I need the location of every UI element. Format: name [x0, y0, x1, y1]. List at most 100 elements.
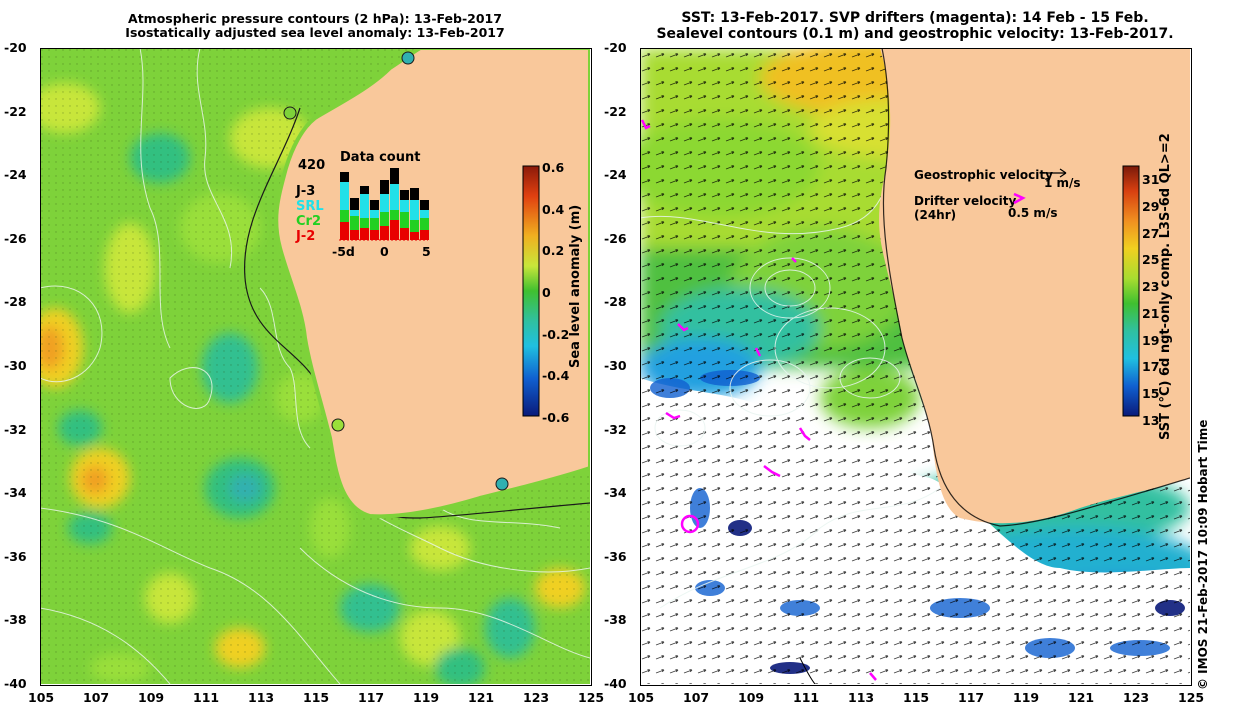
- left-lon-tick: 117: [358, 690, 385, 705]
- left-lat-tick: -28: [4, 294, 27, 310]
- geostrophic-velocity-scale: 1 m/s: [1044, 176, 1081, 190]
- sla-colorbar-tick: 0.2: [542, 243, 565, 259]
- data-count-bar-segment: [400, 212, 409, 228]
- left-lon-tick: 121: [468, 690, 495, 705]
- left-lat-tick: -40: [4, 676, 27, 691]
- left-lat-tick: -30: [4, 358, 27, 373]
- sla-map-graphic: [40, 48, 590, 684]
- right-lon-tick: 125: [1178, 690, 1205, 705]
- data-count-bar-segment: [360, 194, 369, 218]
- sea-level-anomaly-map: [40, 48, 590, 684]
- data-count-xtick: 5: [422, 244, 431, 259]
- data-count-bar-segment: [390, 210, 399, 220]
- data-count-bar-segment: [380, 226, 389, 240]
- right-lat-tick: -20: [604, 40, 627, 55]
- data-count-bar-segment: [420, 200, 429, 210]
- data-count-bar-segment: [370, 218, 379, 230]
- data-count-legend-item: Cr2: [296, 214, 321, 229]
- sla-colorbar-tick: 0.4: [542, 201, 565, 217]
- sst-colorbar-tick: 19: [1142, 332, 1160, 348]
- drifter-velocity-arrow-icon: [1013, 192, 1026, 205]
- data-count-bar-segment: [360, 186, 369, 194]
- right-lat-tick: -22: [604, 103, 627, 119]
- data-count-max: 420: [298, 158, 326, 173]
- right-lat-tick: -36: [604, 548, 627, 564]
- right-lon-tick: 123: [1123, 690, 1150, 705]
- data-count-xtick: -5d: [332, 244, 355, 259]
- data-count-legend-item: SRL: [296, 199, 324, 214]
- left-lat-tick: -32: [4, 421, 27, 437]
- right-lon-tick: 121: [1068, 690, 1095, 705]
- left-lon-tick: 123: [523, 690, 550, 705]
- left-lon-tick: 119: [413, 690, 440, 705]
- footer-credit: © IMOS 21-Feb-2017 10:09 Hobart Time: [1196, 419, 1210, 690]
- data-count-bar-segment: [420, 210, 429, 218]
- data-count-bar-segment: [370, 230, 379, 240]
- left-lat-tick: -38: [4, 612, 27, 628]
- right-map-title: SST: 13-Feb-2017. SVP drifters (magenta)…: [640, 10, 1190, 42]
- sst-colorbar-tick: 17: [1142, 359, 1160, 375]
- sst-colorbar-tick: 23: [1142, 279, 1160, 295]
- data-count-title: Data count: [340, 150, 421, 165]
- data-count-bar-segment: [390, 168, 399, 184]
- sst-colorbar: [1122, 165, 1140, 417]
- data-count-bar-segment: [340, 172, 349, 182]
- left-lat-tick: -22: [4, 103, 27, 119]
- left-lon-tick: 113: [248, 690, 275, 705]
- right-lat-tick: -32: [604, 421, 627, 437]
- data-count-bar-segment: [410, 200, 419, 220]
- sst-map: [640, 48, 1190, 684]
- left-title-line1: Atmospheric pressure contours (2 hPa): 1…: [128, 11, 502, 26]
- left-title-line2: Isostatically adjusted sea level anomaly…: [125, 25, 505, 41]
- data-count-bar-segment: [360, 218, 369, 228]
- sla-colorbar: [522, 165, 540, 417]
- sst-map-graphic: [640, 48, 1190, 684]
- data-count-bar-segment: [350, 230, 359, 240]
- sla-colorbar-tick: -0.6: [542, 410, 570, 425]
- data-count-bar-segment: [340, 182, 349, 210]
- data-count-bar-segment: [370, 200, 379, 210]
- geostrophic-velocity-label: Geostrophic velocity: [914, 168, 1053, 182]
- sst-colorbar-tick: 31: [1142, 172, 1160, 187]
- right-lat-tick: -40: [604, 676, 627, 691]
- sst-colorbar-tick: 15: [1142, 386, 1160, 402]
- sla-colorbar-tick: 0: [542, 285, 551, 300]
- data-count-bar-segment: [380, 180, 389, 194]
- sst-colorbar-tick: 13: [1142, 413, 1160, 428]
- left-map-title: Atmospheric pressure contours (2 hPa): 1…: [40, 11, 590, 41]
- sla-colorbar-label: Sea level anomaly (m): [568, 204, 583, 368]
- left-lon-tick: 105: [28, 690, 55, 705]
- data-count-bar-segment: [360, 228, 369, 240]
- data-count-bar-segment: [400, 228, 409, 240]
- drifter-velocity-scale: 0.5 m/s: [1008, 206, 1058, 220]
- sst-colorbar-tick: 27: [1142, 225, 1160, 241]
- data-count-bar-segment: [350, 210, 359, 216]
- right-lon-tick: 117: [958, 690, 985, 705]
- data-count-bar-segment: [380, 194, 389, 212]
- geostrophic-velocity-arrow-icon: [1042, 168, 1067, 178]
- left-lat-tick: -36: [4, 548, 27, 564]
- right-lon-tick: 105: [628, 690, 655, 705]
- right-lat-tick: -28: [604, 294, 627, 310]
- sst-colorbar-tick: 21: [1142, 305, 1160, 321]
- right-lon-tick: 107: [683, 690, 710, 705]
- data-count-bar-segment: [400, 200, 409, 212]
- left-lat-tick: -20: [4, 40, 27, 55]
- left-lon-tick: 111: [193, 690, 220, 705]
- right-lat-tick: -38: [604, 612, 627, 628]
- right-lat-tick: -30: [604, 358, 627, 373]
- data-count-legend-item: J-3: [296, 184, 316, 199]
- data-count-bar-segment: [410, 232, 419, 240]
- data-count-chart: [339, 168, 429, 241]
- right-title-line1: SST: 13-Feb-2017. SVP drifters (magenta)…: [681, 10, 1149, 26]
- right-lon-tick: 115: [903, 690, 930, 705]
- data-count-xtick: 0: [380, 244, 389, 259]
- sla-colorbar-tick: -0.2: [542, 326, 570, 342]
- right-lon-tick: 119: [1013, 690, 1040, 705]
- sst-colorbar-tick: 25: [1142, 252, 1160, 268]
- drifter-velocity-period: (24hr): [914, 208, 957, 222]
- left-lat-tick: -24: [4, 167, 27, 183]
- data-count-bar-segment: [410, 220, 419, 232]
- sla-colorbar-tick: -0.4: [542, 368, 570, 384]
- data-count-legend-item: J-2: [296, 229, 316, 244]
